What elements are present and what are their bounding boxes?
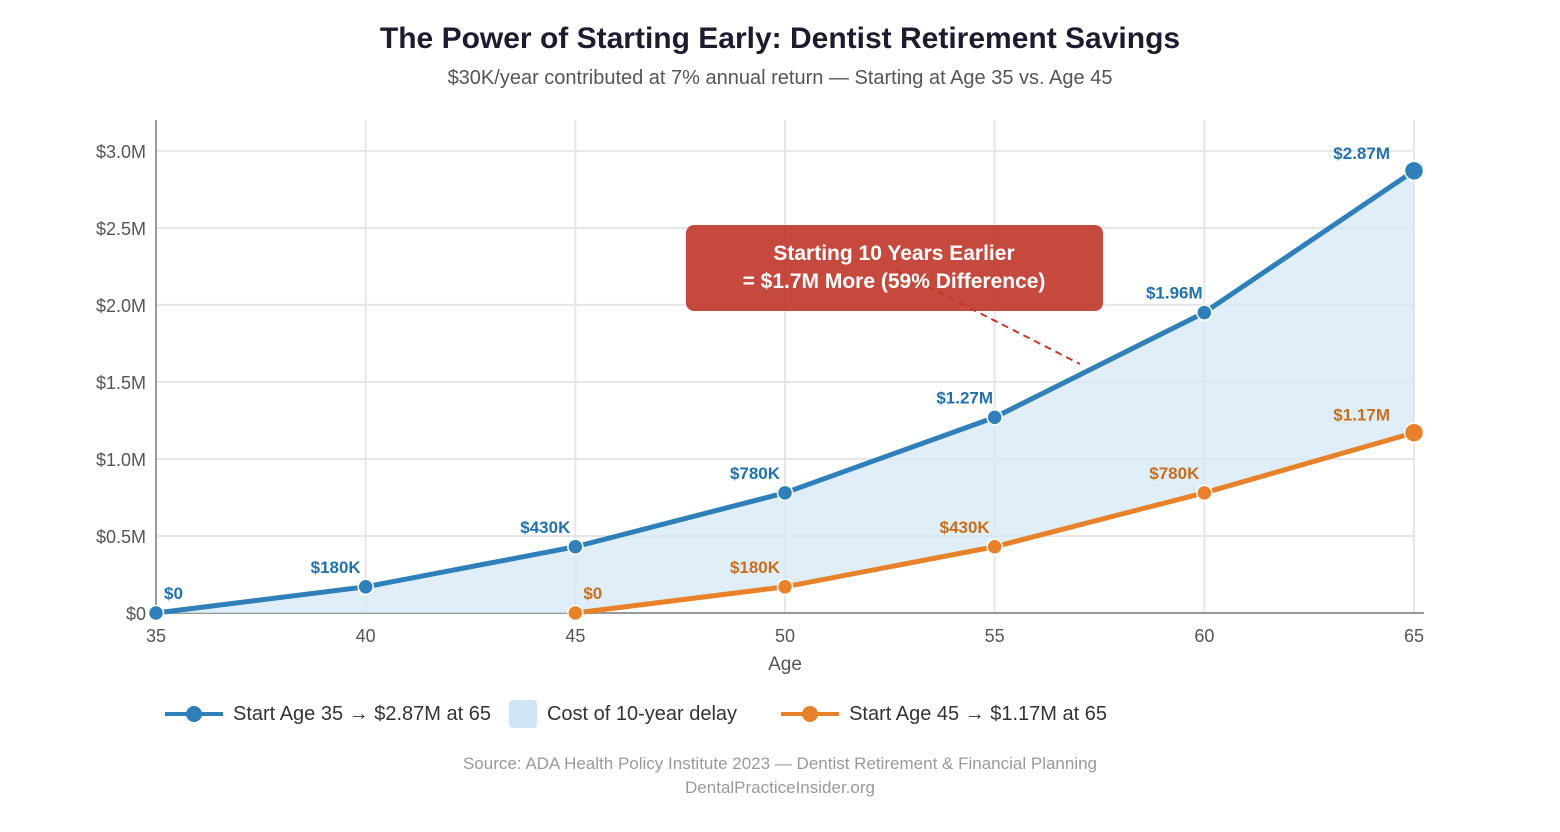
y-tick-label: $1.0M	[96, 450, 146, 470]
area-cost-of-delay	[156, 170, 1414, 613]
x-tick-label: 55	[985, 626, 1005, 646]
x-tick-label: 50	[775, 626, 795, 646]
y-tick-label: $1.5M	[96, 373, 146, 393]
source-note: Source: ADA Health Policy Institute 2023…	[0, 752, 1560, 800]
data-point	[776, 578, 794, 596]
legend-swatch-area	[508, 700, 537, 728]
site-text: DentalPracticeInsider.org	[685, 778, 875, 797]
y-tick-label: $0.5M	[96, 527, 146, 547]
data-label: $780K	[730, 464, 781, 483]
legend-item-area: Cost of 10-year delay	[508, 700, 738, 728]
data-label: $780K	[1149, 464, 1200, 483]
data-point	[567, 538, 584, 556]
data-label: $430K	[520, 518, 571, 537]
y-tick-label: $2.5M	[96, 219, 146, 239]
data-point	[147, 604, 165, 622]
data-label: $2.87M	[1333, 144, 1390, 163]
x-tick-label: 45	[565, 626, 585, 646]
x-tick-label: 40	[356, 626, 376, 646]
data-point	[1403, 160, 1425, 182]
y-tick-label: $3.0M	[96, 142, 146, 162]
x-tick-label: 35	[146, 626, 166, 646]
legend-label: Start Age 35 → $2.87M at 65	[233, 702, 491, 725]
data-point	[986, 409, 1003, 426]
legend-marker-orange	[781, 706, 840, 722]
chart-svg: 35 40 45 50 55 60 65 $0 $0.5M $1.0M $1.5M $2.0M $2.5…	[96, 120, 1425, 675]
legend-item-start-35: Start Age 35 → $2.87M at 65	[165, 703, 491, 726]
legend-marker-blue	[165, 706, 223, 722]
data-point	[1196, 484, 1213, 502]
data-point	[567, 604, 584, 622]
annotation-connector	[894, 269, 1081, 365]
data-label: $0	[583, 584, 602, 603]
data-point	[357, 578, 374, 596]
data-label: $0	[164, 584, 183, 603]
legend-item-start-45: Start Age 45 → $1.17M at 65	[781, 703, 1107, 726]
legend-label: Start Age 45 → $1.17M at 65	[849, 702, 1108, 725]
data-label: $1.96M	[1146, 284, 1203, 303]
chart-subtitle: $30K/year contributed at 7% annual retur…	[447, 67, 1113, 89]
data-point	[1403, 422, 1425, 443]
data-label: $180K	[730, 558, 781, 577]
y-tick-label: $2.0M	[96, 296, 146, 316]
data-label: $1.17M	[1333, 406, 1390, 425]
x-axis-label: Age	[768, 654, 802, 675]
annotation-line1: Starting 10 Years Earlier	[773, 242, 1014, 265]
annotation-line2: = $1.7M More (59% Difference)	[743, 270, 1046, 293]
x-tick-label: 60	[1194, 626, 1214, 646]
annotation-box	[686, 225, 1103, 311]
data-label: $1.27M	[936, 388, 993, 407]
data-point	[1196, 304, 1213, 321]
legend-label: Cost of 10-year delay	[546, 702, 738, 725]
data-point	[776, 484, 794, 502]
y-tick-label: $0	[126, 604, 146, 624]
source-text: Source: ADA Health Policy Institute 2023…	[462, 754, 1098, 773]
data-label: $430K	[940, 518, 991, 537]
legend: Start Age 35 → $2.87M at 65 Cost of 10-y…	[165, 700, 1125, 728]
data-label: $180K	[311, 558, 362, 577]
x-tick-label: 65	[1404, 626, 1424, 646]
data-point	[986, 538, 1003, 556]
chart-title: The Power of Starting Early: Dentist Ret…	[379, 22, 1181, 55]
